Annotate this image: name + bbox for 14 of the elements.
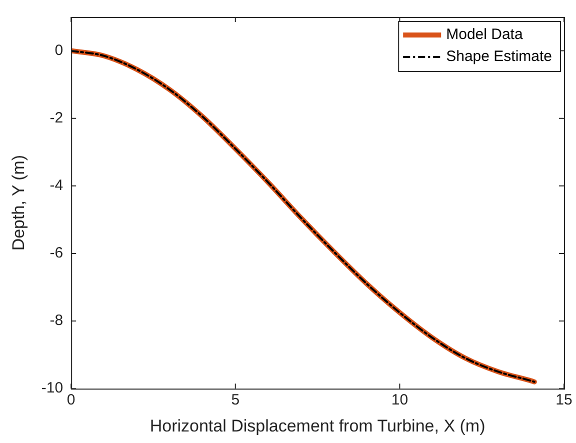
y-tick-label: -10 — [41, 380, 64, 397]
y-axis-title: Depth, Y (m) — [8, 154, 28, 251]
legend-label: Model Data — [446, 26, 524, 44]
y-tick-label: -2 — [50, 109, 64, 126]
y-tick-label: 0 — [54, 42, 64, 59]
x-axis-title: Horizontal Displacement from Turbine, X (m) — [150, 416, 486, 436]
y-tick-label: -8 — [50, 312, 64, 330]
x-tick-label: 5 — [231, 392, 240, 409]
x-tick-label: 15 — [556, 392, 572, 409]
x-tick-label: 0 — [66, 392, 76, 409]
y-tick-label: -6 — [50, 244, 64, 262]
legend-label: Shape Estimate — [446, 48, 552, 66]
y-tick-label: -4 — [50, 177, 64, 194]
x-tick-label: 10 — [391, 392, 408, 409]
